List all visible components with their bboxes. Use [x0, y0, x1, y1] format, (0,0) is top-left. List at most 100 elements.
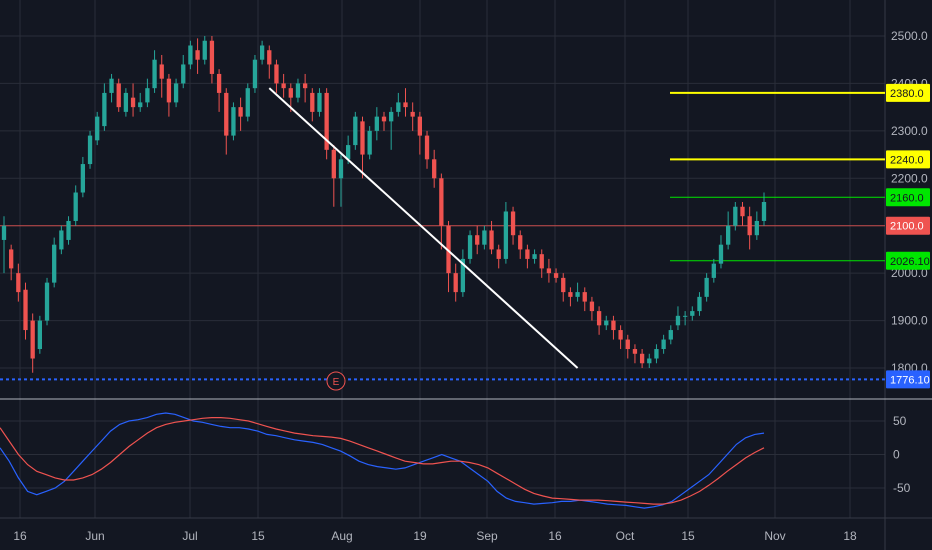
candle: [625, 334, 630, 359]
candle-body: [389, 111, 394, 122]
candle: [116, 78, 121, 112]
candle: [37, 315, 42, 354]
candle: [661, 334, 666, 354]
candle-body: [546, 268, 552, 274]
candle: [231, 102, 236, 141]
candle-body: [761, 202, 767, 221]
candle: [561, 273, 566, 302]
candle-body: [109, 78, 114, 93]
candle: [138, 92, 143, 112]
candle: [446, 220, 451, 293]
candle: [510, 206, 516, 245]
candle: [489, 220, 494, 255]
candle: [589, 296, 595, 321]
candle-body: [331, 149, 336, 179]
candle-body: [690, 311, 695, 316]
candle-body: [654, 349, 659, 359]
badge-2380: 2380.0: [886, 83, 930, 102]
candle-body: [561, 277, 566, 293]
candle-body: [697, 296, 702, 312]
candle-body: [44, 282, 50, 321]
candle: [295, 78, 301, 103]
candle: [568, 287, 573, 307]
candle: [59, 225, 64, 255]
candle: [360, 116, 365, 179]
earnings-marker[interactable]: E: [326, 371, 346, 391]
candle: [654, 344, 659, 364]
oscillator-line-blue: [0, 412, 765, 509]
candle: [80, 156, 86, 198]
candle-body: [245, 88, 250, 117]
candle-body: [553, 273, 559, 278]
earnings-label: E: [333, 377, 340, 388]
candle: [109, 73, 114, 103]
candle: [130, 83, 136, 117]
candle-body: [138, 102, 143, 108]
candle: [396, 92, 401, 117]
earnings-circle: [326, 371, 346, 391]
candle: [604, 315, 609, 331]
candle: [539, 249, 544, 278]
x-tick-label: Aug: [331, 529, 352, 543]
candle: [324, 88, 329, 160]
candle-body: [439, 178, 444, 226]
x-axis: 16 Jun Jul 15 Aug 19 Sep 16 Oct 15 Nov 18: [13, 529, 857, 543]
candle-body: [747, 216, 752, 236]
candle: [532, 249, 537, 264]
x-tick-label: Oct: [616, 529, 635, 543]
candle: [166, 73, 172, 117]
candle-body: [80, 164, 86, 193]
candle: [216, 69, 222, 112]
candle: [374, 107, 379, 141]
candle-body: [238, 107, 243, 117]
candle: [439, 173, 444, 250]
candle: [424, 130, 430, 169]
candle-body: [23, 289, 28, 331]
candle: [87, 130, 93, 169]
price-badges: 2380.0 2240.0 2160.0 2100.0 2026.10 1776.10: [886, 83, 930, 389]
candle-body: [209, 40, 215, 74]
candle: [188, 40, 193, 70]
x-tick-label: 16: [548, 529, 562, 543]
candle-body: [460, 258, 466, 293]
candle-body: [417, 116, 422, 136]
candle-body: [267, 50, 272, 65]
candle: [302, 73, 308, 103]
candle-body: [482, 230, 487, 245]
x-tick-label: 18: [843, 529, 857, 543]
candle: [754, 211, 759, 240]
candle: [145, 78, 150, 108]
candle-body: [396, 102, 401, 112]
candle-body: [37, 320, 42, 350]
candle: [238, 97, 243, 131]
candle-body: [726, 225, 731, 245]
candle: [518, 230, 523, 259]
y-tick-label: 1900.0: [891, 314, 928, 328]
candle-body: [718, 244, 724, 264]
candle: [152, 50, 157, 93]
candle: [195, 38, 200, 74]
candle: [704, 273, 709, 302]
candle-body: [145, 88, 150, 103]
candle-body: [410, 111, 415, 117]
trendline[interactable]: [268, 87, 579, 369]
candle-body: [446, 225, 451, 274]
candle: [389, 107, 394, 150]
oscillator-pane[interactable]: [0, 412, 765, 509]
candle: [453, 263, 458, 302]
badge-2240-bg: [886, 150, 930, 169]
oscillator-axis: 50 0 -50: [893, 414, 911, 495]
candle-body: [9, 249, 14, 269]
candle: [711, 258, 716, 283]
horizontal-levels[interactable]: [0, 91, 885, 381]
candle: [733, 202, 738, 231]
candle: [123, 88, 129, 117]
candle-body: [675, 315, 681, 326]
badge-1776: 1776.10: [886, 370, 930, 389]
candle: [682, 311, 688, 326]
candlesticks[interactable]: [1, 36, 767, 373]
candle-body: [625, 339, 630, 350]
candle-body: [159, 64, 164, 79]
